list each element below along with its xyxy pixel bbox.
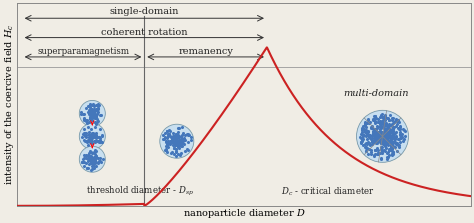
Text: threshold diameter - $D_{sp}$: threshold diameter - $D_{sp}$ [86, 185, 194, 198]
Y-axis label: intensity of the coercive field $H_c$: intensity of the coercive field $H_c$ [3, 24, 16, 185]
Text: remanency: remanency [178, 47, 233, 56]
FancyArrowPatch shape [91, 121, 94, 125]
Text: $D_c$ - critical diameter: $D_c$ - critical diameter [281, 186, 374, 198]
Circle shape [160, 124, 194, 158]
FancyArrowPatch shape [91, 144, 94, 147]
Circle shape [356, 110, 409, 162]
Circle shape [79, 123, 105, 149]
Text: single-domain: single-domain [109, 7, 179, 16]
Text: superparamagnetism: superparamagnetism [37, 47, 129, 56]
Circle shape [79, 100, 105, 126]
X-axis label: nanoparticle diameter $D$: nanoparticle diameter $D$ [183, 207, 306, 220]
Text: multi-domain: multi-domain [343, 89, 409, 98]
Text: coherent rotation: coherent rotation [101, 28, 188, 37]
Circle shape [79, 146, 105, 172]
